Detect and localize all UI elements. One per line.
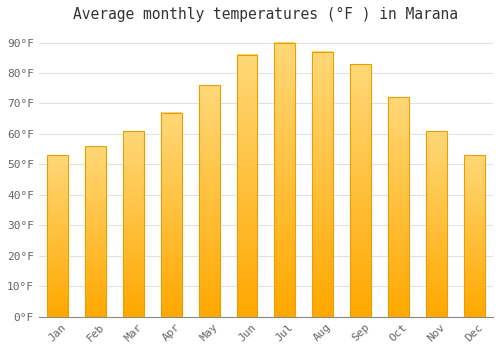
Bar xyxy=(274,43,295,317)
Bar xyxy=(198,85,220,317)
Bar xyxy=(464,155,484,317)
Bar xyxy=(123,131,144,317)
Bar xyxy=(85,146,106,317)
Bar xyxy=(312,52,333,317)
Title: Average monthly temperatures (°F ) in Marana: Average monthly temperatures (°F ) in Ma… xyxy=(74,7,458,22)
Bar xyxy=(350,64,371,317)
Bar xyxy=(426,131,446,317)
Bar xyxy=(388,97,409,317)
Bar xyxy=(161,113,182,317)
Bar xyxy=(236,55,258,317)
Bar xyxy=(48,155,68,317)
